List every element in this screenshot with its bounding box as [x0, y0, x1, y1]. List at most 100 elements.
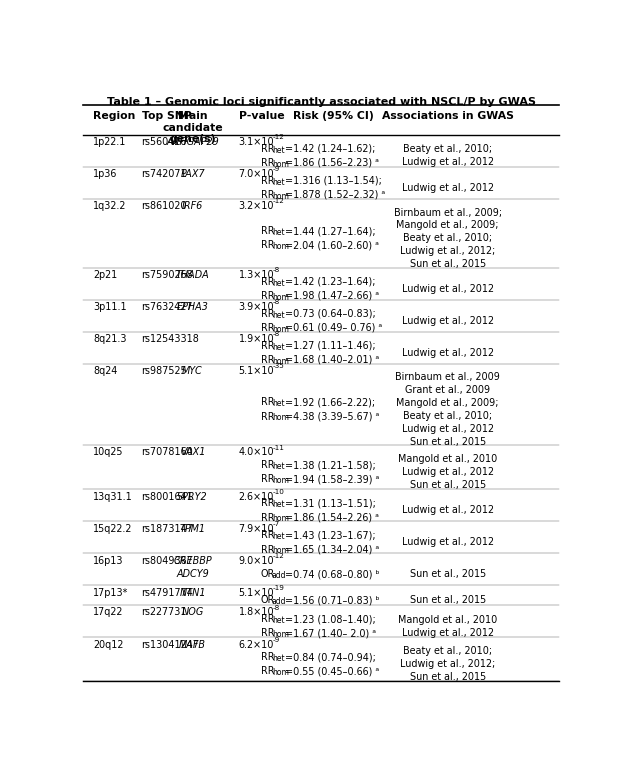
Text: 5.1×10: 5.1×10 — [239, 366, 275, 376]
Text: -8: -8 — [272, 604, 280, 611]
Text: =1.42 (1.23–1.64);: =1.42 (1.23–1.64); — [285, 277, 376, 287]
Text: rs8049367: rs8049367 — [142, 556, 193, 566]
Text: -9: -9 — [272, 166, 280, 172]
Text: -9: -9 — [272, 637, 280, 643]
Text: Mangold et al., 2009;: Mangold et al., 2009; — [396, 398, 499, 408]
Text: 3.2×10: 3.2×10 — [239, 201, 274, 211]
Text: Ludwig et al., 2012: Ludwig et al., 2012 — [402, 316, 493, 326]
Text: hom: hom — [272, 546, 288, 555]
Text: Ludwig et al., 2012;: Ludwig et al., 2012; — [400, 659, 495, 669]
Text: 6.2×10: 6.2×10 — [239, 640, 274, 650]
Text: Mangold et al., 2009;: Mangold et al., 2009; — [396, 221, 499, 231]
Text: =1.878 (1.52–2.32) ᵃ: =1.878 (1.52–2.32) ᵃ — [285, 190, 386, 200]
Text: hom: hom — [272, 476, 288, 485]
Text: Sun et al., 2015: Sun et al., 2015 — [409, 259, 486, 269]
Text: RR: RR — [261, 158, 274, 168]
Text: Ludwig et al., 2012: Ludwig et al., 2012 — [402, 158, 493, 168]
Text: 17p13*: 17p13* — [93, 588, 129, 598]
Text: Beaty et al., 2010;: Beaty et al., 2010; — [403, 411, 492, 421]
Text: hom: hom — [272, 160, 288, 168]
Text: -19: -19 — [272, 585, 284, 591]
Text: hom: hom — [272, 191, 288, 201]
Text: Ludwig et al., 2012: Ludwig et al., 2012 — [402, 628, 493, 638]
Text: SPRY2: SPRY2 — [177, 492, 208, 502]
Text: 1.9×10: 1.9×10 — [239, 335, 275, 345]
Text: RR: RR — [261, 398, 274, 408]
Text: rs987525: rs987525 — [142, 366, 187, 376]
Text: Ludwig et al., 2012: Ludwig et al., 2012 — [402, 468, 493, 478]
Text: =0.61 (0.49– 0.76) ᵃ: =0.61 (0.49– 0.76) ᵃ — [285, 323, 382, 333]
Text: =1.56 (0.71–0.83) ᵇ: =1.56 (0.71–0.83) ᵇ — [285, 595, 380, 605]
Text: =1.68 (1.40–2.01) ᵃ: =1.68 (1.40–2.01) ᵃ — [285, 355, 379, 365]
Text: Sun et al., 2015: Sun et al., 2015 — [409, 480, 486, 490]
Text: RR: RR — [261, 341, 274, 351]
Text: RR: RR — [261, 226, 274, 236]
Text: -7: -7 — [272, 521, 280, 527]
Text: het: het — [272, 145, 285, 155]
Text: RR: RR — [261, 176, 274, 186]
Text: 15q22.2: 15q22.2 — [93, 524, 132, 534]
Text: =0.73 (0.64–0.83);: =0.73 (0.64–0.83); — [285, 309, 376, 319]
Text: 7.0×10: 7.0×10 — [239, 169, 275, 179]
Text: ARHGAP29: ARHGAP29 — [166, 138, 219, 148]
Text: =0.84 (0.74–0.94);: =0.84 (0.74–0.94); — [285, 652, 376, 662]
Text: rs8001641: rs8001641 — [142, 492, 193, 502]
Text: =1.86 (1.56–2.23) ᵃ: =1.86 (1.56–2.23) ᵃ — [285, 158, 379, 168]
Text: Birnbaum et al., 2009: Birnbaum et al., 2009 — [395, 372, 500, 382]
Text: ADCY9: ADCY9 — [176, 569, 209, 579]
Text: Ludwig et al., 2012: Ludwig et al., 2012 — [402, 284, 493, 294]
Text: VAX1: VAX1 — [180, 448, 205, 458]
Text: het: het — [272, 616, 285, 625]
Text: hom: hom — [272, 630, 288, 639]
Text: 1q32.2: 1q32.2 — [93, 201, 126, 211]
Text: RR: RR — [261, 277, 274, 287]
Text: rs861020: rs861020 — [142, 201, 187, 211]
Text: rs13041247: rs13041247 — [142, 640, 199, 650]
Text: Region: Region — [93, 112, 135, 122]
Text: IRF6: IRF6 — [182, 201, 203, 211]
Text: =1.65 (1.34–2.04) ᵃ: =1.65 (1.34–2.04) ᵃ — [285, 544, 379, 554]
Text: het: het — [272, 228, 285, 237]
Text: het: het — [272, 178, 285, 187]
Text: hom: hom — [272, 414, 288, 422]
Text: 2p21: 2p21 — [93, 270, 117, 280]
Text: Ludwig et al., 2012: Ludwig et al., 2012 — [402, 505, 493, 515]
Text: RR: RR — [261, 667, 274, 677]
Text: Mangold et al., 2010: Mangold et al., 2010 — [398, 614, 497, 624]
Text: Sun et al., 2015: Sun et al., 2015 — [409, 437, 486, 447]
Text: 5.1×10: 5.1×10 — [239, 588, 275, 598]
Text: RR: RR — [261, 291, 274, 301]
Text: RR: RR — [261, 190, 274, 200]
Text: Table 1 – Genomic loci significantly associated with NSCL/P by GWAS: Table 1 – Genomic loci significantly ass… — [107, 97, 536, 107]
Text: hom: hom — [272, 242, 288, 251]
Text: RR: RR — [261, 323, 274, 333]
Text: Main
candidate
gene(s): Main candidate gene(s) — [162, 112, 223, 145]
Text: rs7078160: rs7078160 — [142, 448, 193, 458]
Text: PAX7: PAX7 — [180, 169, 205, 179]
Text: -10: -10 — [272, 489, 284, 494]
Text: NOG: NOG — [181, 608, 204, 618]
Text: Ludwig et al., 2012: Ludwig et al., 2012 — [402, 424, 493, 434]
Text: EPHA3: EPHA3 — [177, 302, 209, 312]
Text: rs742071: rs742071 — [142, 169, 187, 179]
Text: Birnbaum et al., 2009;: Birnbaum et al., 2009; — [394, 208, 502, 218]
Text: 10q25: 10q25 — [93, 448, 124, 458]
Text: het: het — [272, 532, 285, 541]
Text: het: het — [272, 462, 285, 471]
Text: =1.98 (1.47–2.66) ᵃ: =1.98 (1.47–2.66) ᵃ — [285, 291, 379, 301]
Text: 20q12: 20q12 — [93, 640, 124, 650]
Text: 3.1×10: 3.1×10 — [239, 138, 275, 148]
Text: Ludwig et al., 2012;: Ludwig et al., 2012; — [400, 246, 495, 256]
Text: 8q24: 8q24 — [93, 366, 117, 376]
Text: =1.42 (1.24–1.62);: =1.42 (1.24–1.62); — [285, 144, 376, 154]
Text: =1.67 (1.40– 2.0) ᵃ: =1.67 (1.40– 2.0) ᵃ — [285, 628, 376, 638]
Text: -8: -8 — [272, 299, 280, 305]
Text: hom: hom — [272, 514, 288, 523]
Text: Ludwig et al., 2012: Ludwig et al., 2012 — [402, 183, 493, 193]
Text: 16p13: 16p13 — [93, 556, 124, 566]
Text: Grant et al., 2009: Grant et al., 2009 — [405, 385, 490, 395]
Text: hom: hom — [272, 668, 288, 677]
Text: -8: -8 — [272, 268, 280, 273]
Text: Sun et al., 2015: Sun et al., 2015 — [409, 569, 486, 579]
Text: hom: hom — [272, 357, 288, 366]
